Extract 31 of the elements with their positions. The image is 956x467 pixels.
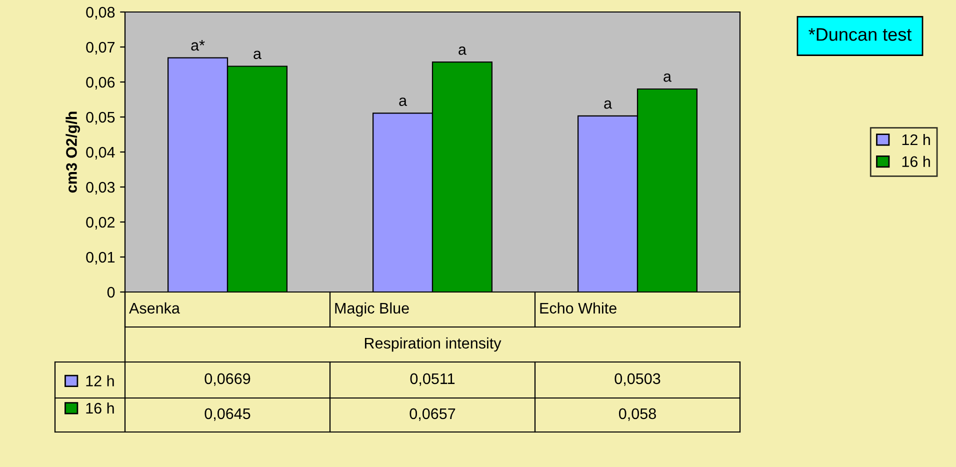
annotation: a* bbox=[191, 40, 205, 51]
y-tick-label: 0,07 bbox=[86, 42, 115, 54]
x-tick-label: Magic Blue bbox=[335, 302, 409, 317]
x-tick-label: Echo White bbox=[540, 302, 616, 314]
legend-label: 16 h bbox=[86, 402, 114, 414]
y-tick-label: 0,08 bbox=[86, 6, 115, 20]
data-label: 0,058 bbox=[618, 408, 656, 421]
annotation: a bbox=[664, 73, 672, 82]
text: 12 h bbox=[902, 134, 930, 146]
y-axis-title: cm3 O2/g/h bbox=[66, 112, 80, 193]
data-label: 0,0503 bbox=[614, 373, 660, 386]
x-axis-title: Respiration intensity bbox=[364, 337, 502, 352]
annotation: a bbox=[254, 50, 262, 60]
x-tick-label: Asenka bbox=[129, 302, 180, 314]
y-tick-label: 0,03 bbox=[86, 182, 115, 194]
y-tick-label: 0,02 bbox=[86, 216, 115, 230]
legend-label: 12 h bbox=[86, 375, 114, 386]
annotation: a bbox=[399, 98, 408, 106]
data-label: 0,0669 bbox=[204, 373, 250, 386]
y-tick-label: 0,05 bbox=[86, 112, 115, 124]
data-label: 0,0645 bbox=[204, 408, 250, 421]
y-tick-label: 0,04 bbox=[86, 146, 115, 160]
text: 16 h bbox=[902, 156, 930, 168]
annotation: a bbox=[604, 100, 612, 109]
y-tick-label: 0 bbox=[107, 286, 115, 298]
data-label: 0,0657 bbox=[410, 408, 456, 421]
annotation: a bbox=[458, 46, 466, 55]
data-label: 0,0511 bbox=[410, 373, 455, 386]
text: *Duncan test bbox=[808, 28, 912, 41]
y-tick-label: 0,01 bbox=[86, 252, 115, 264]
y-tick-label: 0,06 bbox=[86, 76, 115, 90]
